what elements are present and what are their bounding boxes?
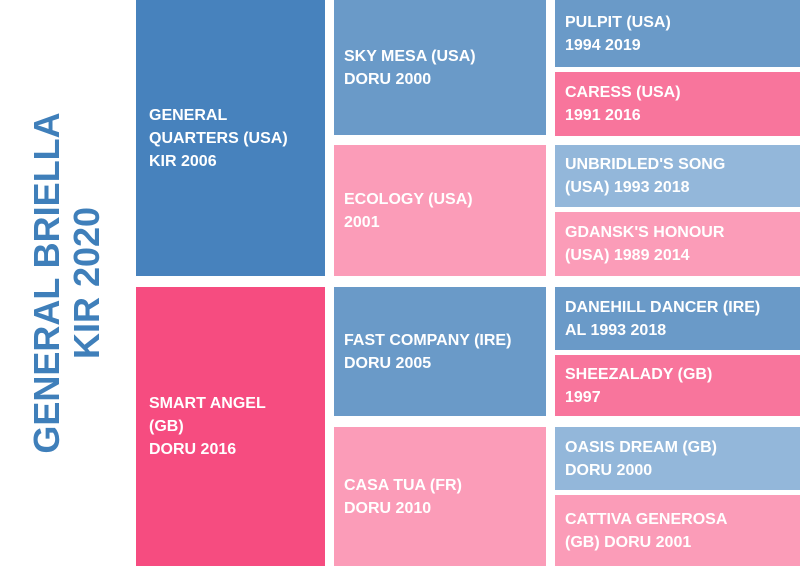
subject-horse: GENERAL BRIELLA KIR 2020 [0,0,134,566]
great-grandparent-cell: DANEHILL DANCER (IRE) AL 1993 2018 [555,287,800,350]
great-grandparent-name: CARESS (USA) [565,84,681,101]
grandparent-cell: FAST COMPANY (IRE) DORU 2005 [334,287,546,416]
grandparent-detail: DORU 2005 [344,354,432,372]
grandparent-name: ECOLOGY (USA) [344,190,473,208]
great-grandparent-name: GDANSK'S HONOUR [565,224,725,241]
great-grandparent-name: OASIS DREAM (GB) [565,438,717,456]
great-grandparent-name: SHEEZALADY (GB) [565,365,713,383]
subject-label: GENERAL BRIELLA KIR 2020 [26,112,107,454]
grandparent-name: CASA TUA (FR) [344,476,462,494]
dam-line1: SMART ANGEL [149,395,266,412]
great-grandparent-detail: 1994 2019 [565,36,641,54]
grandparent-name: SKY MESA (USA) [344,47,476,65]
great-grandparent-name: CATTIVA GENEROSA [565,510,728,528]
sire-cell: GENERAL QUARTERS (USA) KIR 2006 [136,0,325,276]
grandparent-name: FAST COMPANY (IRE) [344,331,512,349]
great-grandparent-detail: (GB) DORU 2001 [565,533,692,551]
great-grandparent-detail: DORU 2000 [565,461,653,479]
great-grandparent-detail: (USA) 1989 2014 [565,247,690,264]
great-grandparent-name: UNBRIDLED'S SONG [565,156,726,173]
great-grandparent-detail: (USA) 1993 2018 [565,179,690,196]
great-grandparent-detail: 1991 2016 [565,107,641,124]
dam-line2: (GB) [149,418,184,435]
grandparent-cell: ECOLOGY (USA) 2001 [334,145,546,276]
great-grandparent-cell: CATTIVA GENEROSA (GB) DORU 2001 [555,495,800,566]
great-grandparent-cell: PULPIT (USA) 1994 2019 [555,0,800,67]
dam-cell: SMART ANGEL (GB) DORU 2016 [136,287,325,566]
sire-line1: GENERAL [149,106,228,124]
grandparent-detail: 2001 [344,213,380,231]
great-grandparent-cell: GDANSK'S HONOUR (USA) 1989 2014 [555,212,800,276]
sire-line2: QUARTERS (USA) [149,129,288,147]
sire-line3: KIR 2006 [149,152,217,170]
great-grandparent-name: PULPIT (USA) [565,13,671,31]
great-grandparent-detail: 1997 [565,388,601,406]
grandparent-cell: CASA TUA (FR) DORU 2010 [334,427,546,566]
grandparent-cell: SKY MESA (USA) DORU 2000 [334,0,546,135]
great-grandparent-cell: CARESS (USA) 1991 2016 [555,72,800,136]
subject-detail: KIR 2020 [66,206,107,360]
subject-name: GENERAL BRIELLA [26,112,67,454]
great-grandparent-name: DANEHILL DANCER (IRE) [565,298,761,316]
great-grandparent-cell: OASIS DREAM (GB) DORU 2000 [555,427,800,490]
great-grandparent-cell: SHEEZALADY (GB) 1997 [555,355,800,416]
grandparent-detail: DORU 2010 [344,499,432,517]
grandparent-detail: DORU 2000 [344,70,432,88]
great-grandparent-detail: AL 1993 2018 [565,321,667,339]
great-grandparent-cell: UNBRIDLED'S SONG (USA) 1993 2018 [555,145,800,207]
dam-line3: DORU 2016 [149,441,237,458]
